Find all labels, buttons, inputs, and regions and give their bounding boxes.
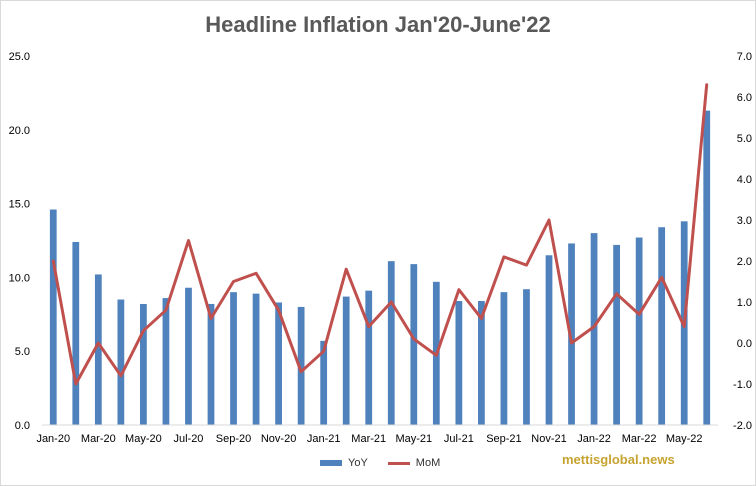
y-right-tick-label: 1.0: [737, 297, 752, 309]
bar-yoy: [545, 255, 553, 425]
bar-yoy: [658, 227, 666, 425]
bar-yoy: [523, 289, 530, 425]
y-right-tick-label: 2.0: [737, 256, 752, 268]
bar-yoy: [342, 296, 350, 425]
bar-yoy: [387, 261, 395, 425]
x-tick-label: Mar-22: [622, 433, 657, 445]
x-tick-label: May-22: [666, 433, 703, 445]
chart-title: Headline Inflation Jan'20-June'22: [205, 12, 551, 37]
x-tick-label: Nov-21: [531, 433, 566, 445]
bar-yoy: [365, 290, 373, 425]
bar-yoy: [703, 110, 711, 425]
y-right-tick-label: 3.0: [737, 215, 752, 227]
x-tick-label: Nov-20: [261, 433, 296, 445]
legend-swatch-mom: [387, 461, 410, 465]
x-tick-label: Jan-21: [307, 433, 341, 445]
bar-yoy: [568, 243, 575, 425]
legend-item-yoy: YoY: [320, 457, 368, 469]
bar-yoy: [252, 293, 260, 425]
x-tick-label: Sep-21: [486, 433, 521, 445]
bar-yoy: [455, 301, 463, 425]
bar-yoy: [478, 301, 485, 425]
bar-yoy: [500, 292, 508, 425]
y-right-tick-label: 0.0: [737, 338, 752, 350]
y-left-tick-label: 25.0: [9, 51, 30, 63]
y-left-tick-label: 15.0: [9, 199, 30, 211]
bar-yoy: [94, 274, 102, 425]
y-right-tick-label: 4.0: [737, 174, 752, 186]
bar-yoy: [207, 303, 215, 425]
bar-yoy: [275, 302, 282, 425]
bar-yoy: [613, 244, 620, 425]
x-tick-label: Jul-20: [173, 433, 203, 445]
legend-swatch-yoy: [320, 460, 342, 466]
bar-yoy: [320, 340, 328, 425]
bar-yoy: [185, 287, 192, 425]
y-left-tick-label: 10.0: [9, 272, 30, 284]
bar-yoy: [635, 237, 643, 425]
y-left-tick-label: 20.0: [9, 125, 30, 137]
y-right-tick-label: 7.0: [737, 51, 752, 63]
legend-label-mom: MoM: [415, 457, 441, 469]
y-left-tick-label: 5.0: [15, 346, 30, 358]
bar-yoy: [230, 292, 237, 425]
x-tick-label: May-20: [125, 433, 162, 445]
x-tick-label: May-21: [395, 433, 432, 445]
bar-yoy: [410, 264, 418, 425]
legend-item-mom: MoM: [387, 457, 441, 469]
x-tick-label: Jan-22: [577, 433, 611, 445]
x-tick-label: Jul-21: [444, 433, 474, 445]
x-tick-label: Jan-20: [36, 433, 70, 445]
watermark-text: mettisglobal.news: [562, 452, 675, 467]
bar-yoy: [49, 209, 57, 425]
y-left-tick-label: 0.0: [15, 420, 30, 432]
legend-label-yoy: YoY: [348, 457, 368, 469]
y-right-tick-label: 5.0: [737, 133, 752, 145]
x-tick-label: Mar-20: [81, 433, 116, 445]
bar-yoy: [140, 303, 147, 425]
bar-yoy: [162, 298, 170, 425]
line-mom: [51, 83, 709, 386]
x-tick-label: Sep-20: [216, 433, 251, 445]
bar-yoy: [297, 306, 305, 425]
bar-yoy: [117, 299, 125, 425]
chart-legend: YoY MoM: [320, 455, 460, 471]
y-right-tick-label: -2.0: [733, 420, 752, 432]
bar-yoy: [72, 241, 80, 425]
y-right-tick-label: -1.0: [733, 379, 752, 391]
bar-yoy: [590, 233, 598, 425]
y-right-tick-label: 6.0: [737, 92, 752, 104]
x-tick-label: Mar-21: [351, 433, 386, 445]
